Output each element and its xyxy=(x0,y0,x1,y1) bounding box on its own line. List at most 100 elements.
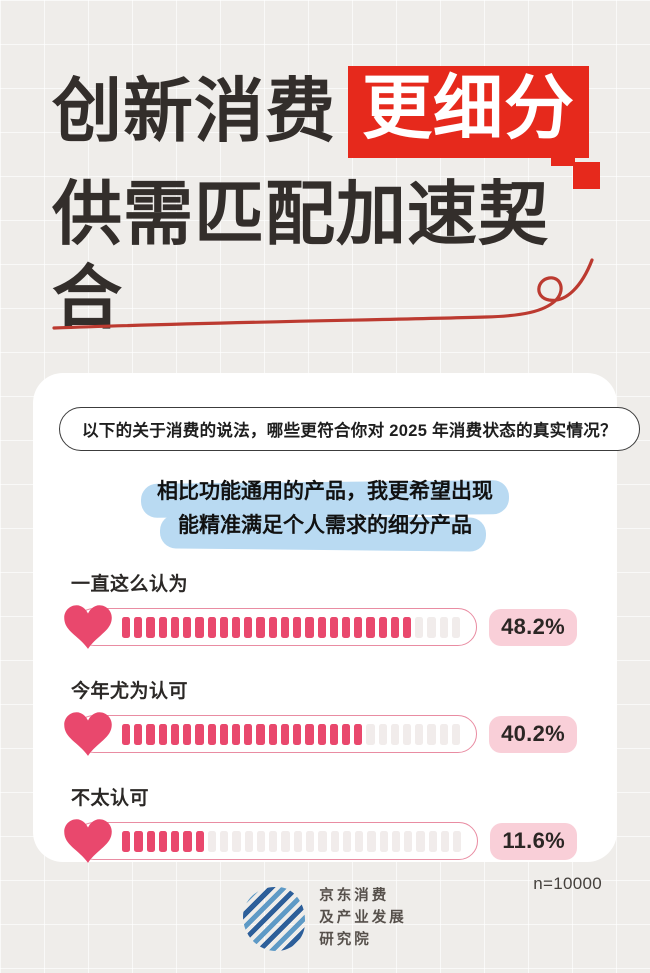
survey-card: 以下的关于消费的说法，哪些更符合你对 2025 年消费状态的真实情况？ 相比功能… xyxy=(33,373,640,863)
squiggle-line-decoration xyxy=(52,258,594,330)
bar-item: 一直这么认为 48.2% xyxy=(64,569,591,649)
bar-segment xyxy=(122,723,131,745)
logo-text: 京东消费 及产业发展 研究院 xyxy=(319,886,407,951)
logo-text-line3: 研究院 xyxy=(319,931,372,948)
bar-segment xyxy=(280,616,290,638)
bar-segment xyxy=(390,616,400,638)
bar-segment xyxy=(231,723,241,745)
red-pixel-square-small xyxy=(551,142,575,166)
bar-segment xyxy=(355,830,364,852)
bar-segment xyxy=(195,616,204,638)
bar-segment xyxy=(390,723,400,745)
bar-segment xyxy=(403,723,412,745)
bar-segment xyxy=(329,723,338,745)
bar-label: 一直这么认为 xyxy=(71,574,189,595)
bar-segment xyxy=(170,616,180,638)
bar-segment xyxy=(416,830,425,852)
value-badge: 48.2% xyxy=(489,608,577,646)
bar-segment xyxy=(219,723,228,745)
bar-segment xyxy=(146,830,155,852)
bar-track xyxy=(75,608,478,646)
title-highlight-box: 更细分 xyxy=(348,66,589,158)
bar-chart: 一直这么认为 48.2% 今年尤为认可 40.2% 不太认可 11.6% xyxy=(59,569,591,863)
bar-segment xyxy=(330,830,339,852)
bar-segment xyxy=(451,723,461,745)
bar-segment xyxy=(404,830,413,852)
bar-segment xyxy=(183,723,192,745)
bar-segment xyxy=(318,830,327,852)
bar-segment xyxy=(122,616,131,638)
bar-segment xyxy=(366,616,375,638)
bar-segment xyxy=(378,616,387,638)
bar-segment xyxy=(428,830,437,852)
bar-segment xyxy=(354,723,363,745)
bar-segment xyxy=(341,616,351,638)
bar-segment xyxy=(158,723,167,745)
bar-segment xyxy=(403,616,412,638)
bar-segment xyxy=(366,723,375,745)
bar-segment xyxy=(256,723,265,745)
question-pill: 以下的关于消费的说法，哪些更符合你对 2025 年消费状态的真实情况？ xyxy=(59,407,640,451)
bar-segment xyxy=(317,723,326,745)
bar-segment xyxy=(231,616,241,638)
bar-segment xyxy=(269,830,278,852)
bar-segment xyxy=(427,723,436,745)
statement: 相比功能通用的产品，我更希望出现 能精准满足个人需求的细分产品 xyxy=(59,475,591,543)
bar-segment xyxy=(134,830,143,852)
bar-segment xyxy=(195,723,204,745)
bar-segment xyxy=(244,830,253,852)
bar-segment xyxy=(134,616,143,638)
bar-item: 不太认可 11.6% xyxy=(64,783,591,863)
heart-icon xyxy=(63,818,113,864)
bar-segment xyxy=(379,830,388,852)
title-line-2: 供需匹配加速契合 xyxy=(52,174,549,337)
bar-segment xyxy=(439,616,448,638)
bar-segment xyxy=(146,723,155,745)
statement-line-1: 相比功能通用的产品，我更希望出现 xyxy=(149,475,501,509)
bar-segment xyxy=(207,723,216,745)
bar-segment xyxy=(439,723,448,745)
bar-segment xyxy=(280,723,290,745)
bar-segment xyxy=(453,830,462,852)
bar-segment xyxy=(293,723,302,745)
bar-segment xyxy=(293,616,302,638)
bar-segment xyxy=(207,616,216,638)
bar-segment xyxy=(281,830,290,852)
bar-segment xyxy=(195,830,204,852)
bar-segment xyxy=(207,830,217,852)
bar-segment xyxy=(232,830,241,852)
footer: n=10000 京东消费 及产业发展 研究院 xyxy=(0,862,650,973)
logo: 京东消费 及产业发展 研究院 xyxy=(0,886,650,951)
bar-segment xyxy=(256,830,266,852)
heart-icon xyxy=(63,711,113,757)
bar-segment xyxy=(378,723,387,745)
bar-segment xyxy=(183,830,192,852)
bar-row: 40.2% xyxy=(64,712,591,756)
bar-segment xyxy=(427,616,436,638)
bar-segment xyxy=(220,830,229,852)
bar-segment xyxy=(305,830,315,852)
red-pixel-square-large xyxy=(573,162,600,189)
bar-segment xyxy=(451,616,461,638)
bar-segment xyxy=(342,830,352,852)
title-line-1: 创新消费 更细分 xyxy=(52,66,612,158)
statement-line-2: 能精准满足个人需求的细分产品 xyxy=(170,509,480,543)
bar-segment xyxy=(158,830,168,852)
bar-segment xyxy=(268,616,277,638)
bar-segment xyxy=(183,616,192,638)
sample-size-note: n=10000 xyxy=(533,874,602,893)
bar-segment xyxy=(305,723,314,745)
bar-segment xyxy=(134,723,143,745)
bar-segment xyxy=(415,616,424,638)
jd-institute-logo-icon xyxy=(243,886,306,951)
logo-text-line1: 京东消费 xyxy=(319,888,390,904)
bar-segment xyxy=(244,723,253,745)
bar-segment xyxy=(354,616,363,638)
bar-segment xyxy=(367,830,376,852)
bar-segment xyxy=(293,830,302,852)
bar-segment xyxy=(415,723,424,745)
bar-segment xyxy=(158,616,167,638)
bar-segment xyxy=(341,723,351,745)
heart-icon xyxy=(63,604,113,650)
